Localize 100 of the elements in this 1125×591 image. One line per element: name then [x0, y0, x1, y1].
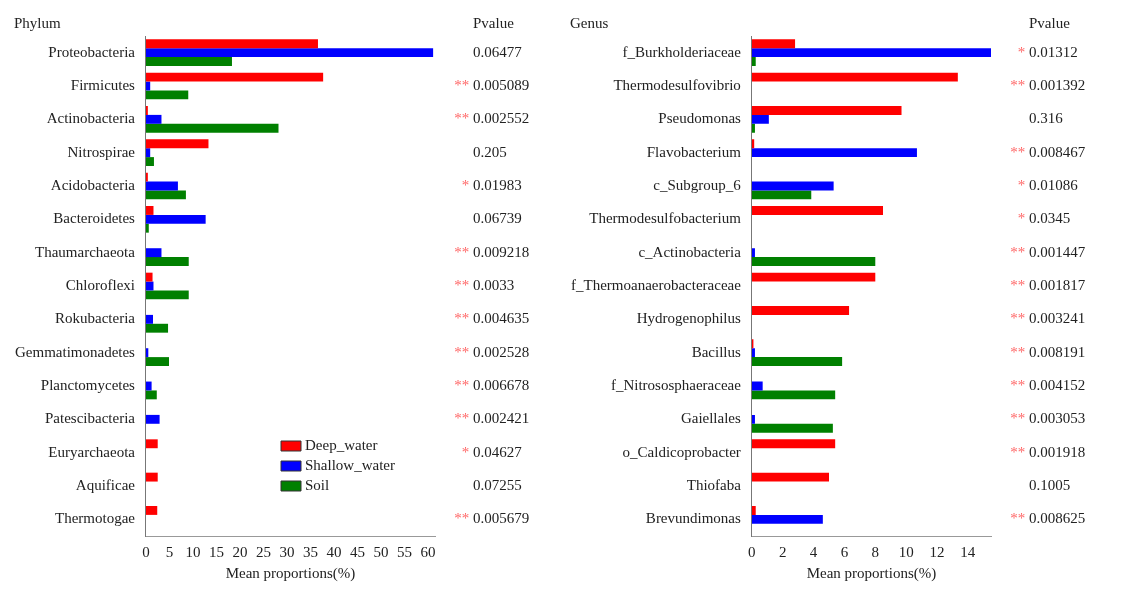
y-tick-label: c_Subgroup_6: [653, 176, 742, 193]
legend-label: Shallow_water: [305, 456, 395, 473]
bar: [145, 248, 162, 258]
x-tick-label: 40: [326, 543, 342, 560]
bar: [145, 157, 154, 166]
bar: [145, 414, 160, 424]
bar: [751, 357, 843, 366]
bar: [145, 72, 324, 82]
text: ** 0.008625: [1010, 510, 1086, 527]
y-tick-label: Patescibacteria: [45, 410, 136, 427]
y-tick-label: Actinobacteria: [46, 110, 136, 127]
y-tick-label: c_Actinobacteria: [638, 243, 742, 260]
bar: [751, 72, 958, 82]
y-tick-label: Brevundimonas: [645, 510, 742, 527]
bar: [145, 257, 189, 266]
y-tick-label: f_Burkholderiaceae: [622, 43, 742, 60]
bar: [751, 348, 755, 358]
text: Pvalue: [1029, 14, 1071, 31]
x-tick-label: 10: [898, 543, 914, 560]
bar: [145, 214, 206, 224]
x-tick-label: 8: [871, 543, 880, 560]
bar: [145, 314, 154, 324]
text: 0.316: [1029, 110, 1064, 127]
x-tick-label: 15: [208, 543, 224, 560]
y-tick-label: Planctomycetes: [40, 376, 136, 393]
text: ** 0.008191: [1010, 343, 1086, 360]
x-tick-label: 2: [778, 543, 787, 560]
text: * 0.01086: [1017, 176, 1079, 193]
y-tick-label: Proteobacteria: [48, 43, 136, 60]
bar: [145, 57, 232, 66]
bar: [751, 248, 755, 258]
bar: [751, 472, 830, 482]
y-tick-label: Gemmatimonadetes: [14, 343, 136, 360]
bar: [145, 139, 209, 149]
x-tick-label: 0: [748, 543, 756, 560]
text: ** 0.001817: [1010, 276, 1086, 293]
bar: [145, 206, 154, 215]
y-tick-label: Thermotogae: [54, 510, 136, 527]
x-tick-label: 10: [185, 543, 201, 560]
x-tick-label: 0: [142, 543, 150, 560]
text: ** 0.003241: [1010, 310, 1086, 327]
x-tick-label: 25: [255, 543, 271, 560]
text: * 0.01312: [1017, 43, 1078, 60]
text: ** 0.0033: [454, 276, 515, 293]
x-tick-label: 6: [840, 543, 849, 560]
text: 0.1005: [1029, 476, 1071, 493]
y-tick-label: Nitrospirae: [67, 143, 136, 160]
y-tick-label: Bacteroidetes: [53, 210, 136, 227]
text: Pvalue: [473, 14, 515, 31]
bar: [145, 123, 279, 133]
bar: [145, 181, 178, 191]
text: * 0.0345: [1017, 210, 1071, 227]
x-axis-title: Mean proportions(%): [225, 564, 356, 582]
y-tick-label: Thermodesulfovibrio: [613, 76, 741, 93]
text: ** 0.004635: [454, 310, 530, 327]
bar: [145, 148, 151, 158]
y-tick-label: Flavobacterium: [646, 143, 742, 160]
text: ** 0.002528: [454, 343, 530, 360]
x-axis-title: Mean proportions(%): [806, 564, 937, 582]
text: * 0.01983: [461, 176, 522, 193]
text: ** 0.001447: [1010, 243, 1086, 260]
bar: [145, 390, 157, 400]
bar: [145, 323, 169, 333]
y-tick-label: Bacillus: [691, 343, 742, 360]
y-tick-label: Firmicutes: [70, 76, 136, 93]
y-tick-label: Hydrogenophilus: [636, 310, 742, 327]
bar: [145, 506, 158, 515]
y-axis-title: Genus: [570, 14, 609, 31]
text: 0.06477: [473, 43, 523, 60]
text: ** 0.002552: [454, 110, 530, 127]
bar: [751, 381, 763, 391]
bar: [751, 414, 755, 424]
x-tick-label: 60: [420, 543, 436, 560]
bar: [751, 181, 834, 191]
y-axis-title: Phylum: [14, 14, 62, 31]
text: ** 0.005089: [454, 76, 530, 93]
bar: [145, 357, 169, 366]
bar: [751, 439, 836, 449]
y-tick-label: o_Caldicoprobacter: [622, 443, 741, 460]
bar: [751, 123, 755, 133]
bar: [751, 39, 796, 49]
bar: [751, 190, 812, 200]
bar: [751, 306, 850, 315]
bar: [751, 148, 917, 158]
text: ** 0.004152: [1010, 376, 1086, 393]
bar: [751, 106, 902, 115]
text: ** 0.001918: [1010, 443, 1086, 460]
bar: [751, 206, 884, 215]
x-tick-label: 50: [373, 543, 389, 560]
x-tick-label: 14: [960, 543, 976, 560]
bar: [145, 39, 318, 49]
text: 0.205: [473, 143, 507, 160]
x-tick-label: 12: [929, 543, 945, 560]
y-tick-label: f_Thermoanaerobacteraceae: [571, 276, 742, 293]
x-tick-label: 45: [349, 543, 365, 560]
y-tick-label: Gaiellales: [680, 410, 742, 427]
x-tick-label: 4: [809, 543, 818, 560]
bar: [751, 257, 876, 266]
bar: [145, 223, 149, 233]
bar: [751, 272, 876, 282]
